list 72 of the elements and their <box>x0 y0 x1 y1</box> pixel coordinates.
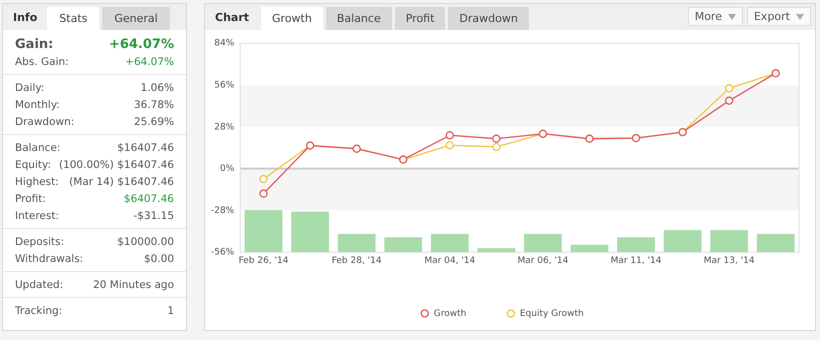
point <box>725 96 734 105</box>
text: Drawdown <box>448 7 529 30</box>
text: 20 Minutes ago <box>93 278 174 290</box>
text: Profit: <box>15 192 46 204</box>
x-tick-label: Mar 11, '14 <box>610 256 662 266</box>
x-tick-label: Mar 06, '14 <box>517 256 569 266</box>
text: General <box>102 7 170 30</box>
text: $6407.46 <box>124 192 174 204</box>
text: Interest: <box>15 210 59 222</box>
point <box>259 174 268 184</box>
text: 25.69% <box>134 116 174 128</box>
text: Monthly: <box>15 98 60 110</box>
legend-label: Equity Growth <box>520 308 584 319</box>
point <box>492 142 500 152</box>
bar <box>617 237 655 252</box>
text: Stats <box>47 7 100 30</box>
y-tick-label: 56% <box>214 80 235 91</box>
text: 1 <box>167 304 174 316</box>
text: Growth <box>261 7 323 30</box>
y-tick-label: -56% <box>210 248 235 258</box>
bar <box>338 234 376 252</box>
bar <box>756 234 795 252</box>
chart-title: Chart <box>214 11 250 26</box>
bar <box>664 230 702 252</box>
text: Updated: <box>15 278 64 290</box>
text: Balance <box>326 7 392 30</box>
text: Tracking: <box>15 304 62 316</box>
point <box>725 84 734 92</box>
x-tick-label: Mar 04, '14 <box>424 256 476 266</box>
bar <box>524 234 562 252</box>
text: $16407.46 <box>117 142 174 154</box>
bar <box>570 244 608 252</box>
y-tick-label: 84% <box>214 38 235 49</box>
legend-label: Growth <box>434 308 466 319</box>
text: Abs. Gain: <box>15 56 69 68</box>
text: -$31.15 <box>133 210 174 222</box>
bar <box>384 237 422 252</box>
text: Withdrawals: <box>15 252 84 264</box>
text: Gain: <box>15 37 54 52</box>
y-tick-label: 0% <box>220 164 235 174</box>
x-tick-label: Feb 28, '14 <box>332 256 382 266</box>
text: +64.07% <box>125 56 174 68</box>
text: Daily: <box>15 82 44 94</box>
text: Equity: <box>15 158 51 170</box>
text: +64.07% <box>108 37 174 52</box>
bar <box>430 234 469 252</box>
point <box>259 189 268 198</box>
y-tick-label: -28% <box>210 206 235 216</box>
point <box>492 134 500 143</box>
text: Export <box>754 10 790 23</box>
text: Deposits: <box>15 236 64 248</box>
text: Info <box>12 11 38 26</box>
x-tick-label: Feb 26, '14 <box>238 256 289 266</box>
text: Balance: <box>15 142 60 154</box>
text: 1.06% <box>140 82 174 94</box>
bar <box>244 210 282 252</box>
point <box>446 141 454 150</box>
bar <box>710 230 748 252</box>
text: $0.00 <box>144 252 174 264</box>
bar <box>291 212 329 252</box>
text: Drawdown: <box>15 116 74 128</box>
x-tick-label: Mar 13, '14 <box>704 256 755 266</box>
text: (Mar 14) $16407.46 <box>69 176 174 188</box>
text: Highest: <box>15 176 59 188</box>
text: Profit <box>394 7 446 30</box>
bar <box>477 248 516 252</box>
text: 36.78% <box>134 98 174 110</box>
text: (100.00%) $16407.46 <box>58 158 174 170</box>
y-tick-label: 28% <box>214 122 235 132</box>
point <box>446 131 454 140</box>
text: $10000.00 <box>117 236 174 248</box>
text: More <box>694 10 722 23</box>
